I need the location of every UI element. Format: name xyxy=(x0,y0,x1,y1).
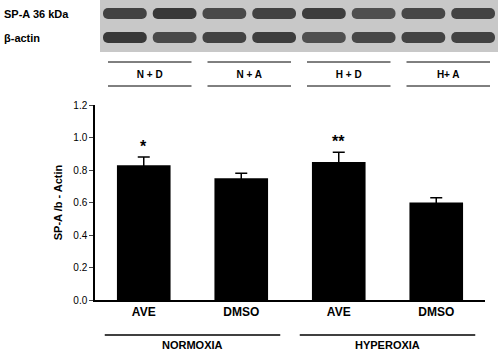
svg-text:N + A: N + A xyxy=(237,69,262,80)
svg-text:N + D: N + D xyxy=(137,69,163,80)
svg-text:β-actin: β-actin xyxy=(4,32,40,44)
svg-text:0.2: 0.2 xyxy=(73,262,87,273)
svg-text:*: * xyxy=(140,138,147,155)
svg-text:0.4: 0.4 xyxy=(73,230,87,241)
svg-text:0.0: 0.0 xyxy=(73,295,87,306)
svg-text:DMSO: DMSO xyxy=(223,305,259,319)
svg-text:NORMOXIA: NORMOXIA xyxy=(162,339,223,351)
svg-text:DMSO: DMSO xyxy=(418,305,454,319)
svg-text:SP-A /b - Actin: SP-A /b - Actin xyxy=(52,164,64,240)
svg-text:0.8: 0.8 xyxy=(73,165,87,176)
svg-text:H + D: H + D xyxy=(336,69,362,80)
svg-text:AVE: AVE xyxy=(132,305,156,319)
svg-text:0.6: 0.6 xyxy=(73,197,87,208)
svg-text:1.0: 1.0 xyxy=(73,132,87,143)
svg-text:AVE: AVE xyxy=(327,305,351,319)
svg-text:H+ A: H+ A xyxy=(437,69,460,80)
svg-text:SP-A 36 kDa: SP-A 36 kDa xyxy=(4,8,69,20)
svg-text:HYPEROXIA: HYPEROXIA xyxy=(355,339,420,351)
svg-text:1.2: 1.2 xyxy=(73,100,87,111)
svg-text:**: ** xyxy=(332,133,345,150)
